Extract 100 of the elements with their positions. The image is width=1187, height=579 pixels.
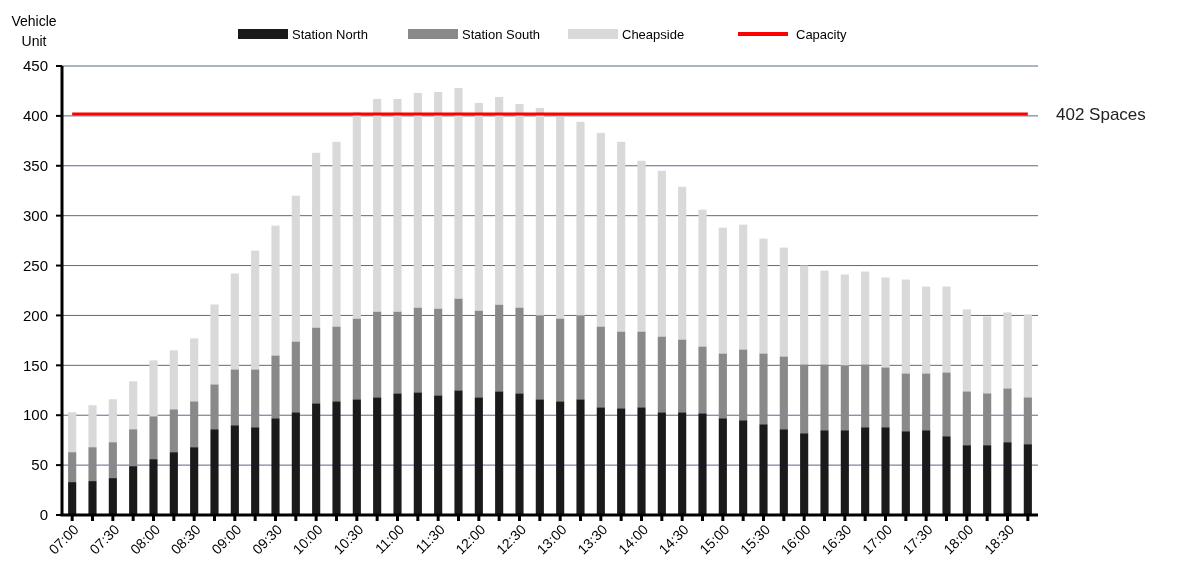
bar bbox=[291, 195, 300, 342]
bar bbox=[108, 399, 117, 443]
bar bbox=[373, 98, 382, 312]
y-tick-label: 150 bbox=[22, 356, 48, 374]
bar bbox=[535, 315, 544, 400]
bar bbox=[576, 399, 585, 515]
bar bbox=[861, 427, 870, 515]
bar bbox=[413, 392, 422, 515]
bar bbox=[434, 91, 443, 309]
bar bbox=[271, 225, 280, 356]
bar bbox=[617, 408, 626, 515]
bar bbox=[637, 160, 646, 332]
bar bbox=[515, 103, 524, 308]
bar bbox=[718, 227, 727, 354]
bar bbox=[861, 271, 870, 365]
bar bbox=[718, 418, 727, 515]
bar bbox=[556, 318, 565, 402]
bar bbox=[881, 427, 890, 515]
bar bbox=[698, 346, 707, 414]
bar bbox=[190, 338, 199, 402]
legend-label: Station North bbox=[292, 26, 368, 42]
bar bbox=[861, 364, 870, 428]
bar bbox=[657, 170, 666, 337]
bar bbox=[210, 304, 219, 385]
bar bbox=[637, 407, 646, 515]
bar bbox=[271, 355, 280, 419]
bar bbox=[678, 412, 687, 515]
bar bbox=[1003, 388, 1012, 443]
bar bbox=[901, 279, 910, 374]
bar bbox=[190, 401, 199, 448]
bar bbox=[840, 430, 849, 515]
bar bbox=[942, 436, 951, 515]
bar bbox=[495, 391, 504, 515]
y-tick-label: 300 bbox=[22, 206, 48, 224]
bar bbox=[434, 308, 443, 396]
bar bbox=[108, 442, 117, 479]
y-tick-label: 100 bbox=[22, 406, 48, 424]
y-tick-label: 450 bbox=[22, 57, 48, 75]
bar bbox=[68, 482, 77, 515]
bar bbox=[942, 286, 951, 373]
bar bbox=[718, 353, 727, 419]
bar bbox=[169, 452, 178, 515]
bar bbox=[1003, 442, 1012, 515]
bar bbox=[698, 413, 707, 515]
legend-label: Station South bbox=[462, 26, 541, 42]
bar bbox=[637, 331, 646, 408]
bar bbox=[820, 270, 829, 365]
bar bbox=[251, 369, 260, 428]
bar bbox=[434, 395, 443, 515]
bar bbox=[1023, 314, 1032, 398]
bar bbox=[129, 381, 138, 430]
bar bbox=[251, 250, 260, 370]
bar bbox=[1023, 397, 1032, 445]
bar bbox=[922, 373, 931, 431]
bar bbox=[352, 318, 361, 400]
legend-label: Capacity bbox=[796, 26, 848, 42]
bar bbox=[291, 341, 300, 413]
bar bbox=[922, 286, 931, 374]
bar bbox=[617, 141, 626, 332]
bar bbox=[149, 360, 158, 417]
bar bbox=[698, 209, 707, 347]
bar bbox=[983, 445, 992, 515]
bar bbox=[535, 399, 544, 515]
bar bbox=[413, 92, 422, 308]
bar bbox=[800, 265, 809, 365]
bar bbox=[576, 315, 585, 400]
y-tick-label: 250 bbox=[22, 256, 48, 274]
bar bbox=[332, 141, 341, 327]
bar bbox=[474, 102, 483, 311]
bar bbox=[556, 401, 565, 515]
bar bbox=[291, 412, 300, 515]
bar bbox=[596, 326, 605, 408]
bar bbox=[68, 452, 77, 483]
bar bbox=[739, 224, 748, 350]
bar bbox=[779, 429, 788, 515]
bar bbox=[779, 247, 788, 357]
y-tick-label: 0 bbox=[39, 506, 48, 524]
bar bbox=[840, 274, 849, 366]
bar bbox=[454, 390, 463, 515]
bar bbox=[515, 393, 524, 515]
bar bbox=[271, 418, 280, 515]
bar bbox=[495, 96, 504, 305]
bar bbox=[190, 447, 199, 515]
bar bbox=[983, 393, 992, 446]
bar bbox=[820, 430, 829, 515]
bar bbox=[901, 431, 910, 515]
y-tick-label: 200 bbox=[22, 306, 48, 324]
bar bbox=[332, 401, 341, 515]
bar bbox=[149, 459, 158, 515]
bar bbox=[759, 353, 768, 425]
y-tick-label: 400 bbox=[22, 107, 48, 125]
bar bbox=[312, 152, 321, 328]
bar bbox=[230, 273, 239, 370]
bar bbox=[962, 391, 971, 446]
bar bbox=[149, 416, 158, 460]
bar bbox=[169, 350, 178, 410]
bar bbox=[657, 412, 666, 515]
bar bbox=[495, 304, 504, 392]
bar bbox=[169, 409, 178, 453]
bar bbox=[962, 445, 971, 515]
